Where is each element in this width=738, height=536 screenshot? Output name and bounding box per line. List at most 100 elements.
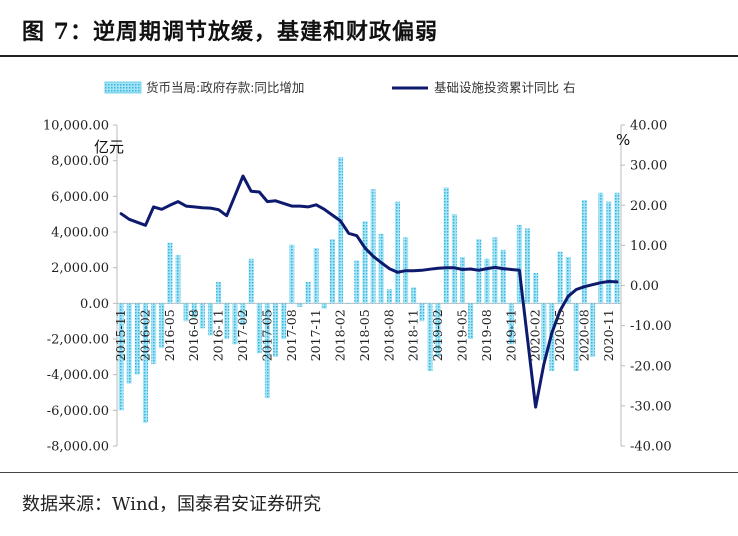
tick-labels: 10,000.00 8,000.00 6,000.00 4,000.00 2,000.0… [43,119,672,455]
bar [614,192,620,304]
x-tick-label: 2019-11 [503,309,518,361]
legend-swatch-bar [104,81,142,94]
bar [598,192,604,304]
bar [305,281,311,304]
bar [411,287,417,304]
x-tick-label: 2020-11 [601,309,616,361]
bar [557,251,563,304]
x-tick-label: 2020-08 [576,309,591,361]
bar [256,303,262,354]
x-tick-label: 2016-02 [137,309,152,361]
right-tick-label: -30.00 [630,399,672,414]
x-tick-label: 2019-02 [430,309,445,361]
x-tick-label: 2017-11 [308,309,323,361]
bar [354,260,360,304]
bar [451,214,457,304]
left-tick-label: 4,000.00 [51,226,109,241]
bar [573,303,579,372]
bar [541,303,547,361]
bar [151,303,157,364]
bar-series [118,157,620,423]
bar [435,303,441,357]
chart: 10,000.00 8,000.00 6,000.00 4,000.00 2,000.0… [43,80,672,455]
x-tick-label: 2015-11 [113,309,128,361]
bar [159,303,165,348]
bar [126,303,132,384]
left-axis-unit: 亿元 [94,138,124,156]
bar [167,242,173,304]
bar [508,303,514,345]
left-tick-label: -6,000.00 [47,404,109,419]
left-tick-label: 6,000.00 [51,190,109,205]
left-tick-label: 10,000.00 [43,119,109,134]
footer-rule [0,472,738,473]
x-tick-label: 2017-08 [284,309,299,361]
bar [199,303,205,329]
x-tick-label: 2018-08 [381,309,396,361]
right-tick-label: 0.00 [630,279,659,294]
bar [419,303,425,322]
right-axis-unit: % [616,131,630,149]
figure-title: 图 7：逆周期调节放缓，基建和财政偏弱 [22,19,438,45]
bar [492,237,498,304]
x-tick-label: 2018-11 [406,309,421,361]
bar [207,303,214,336]
x-tick-label: 2016-05 [162,309,177,361]
bar [272,303,279,357]
x-tick-label: 2020-05 [552,309,567,361]
bar [248,258,254,304]
bar [134,303,140,375]
right-tick-label: 40.00 [630,119,667,134]
bar [524,228,531,304]
bar [346,303,352,304]
title-rule [0,55,738,57]
x-tick-label: 2019-08 [479,309,494,361]
bar [362,221,368,304]
bar [321,303,327,309]
bar [224,303,230,339]
bar [394,201,400,304]
bar [459,256,466,304]
source-note: 数据来源：Wind，国泰君安证券研究 [22,494,322,515]
bar [216,281,222,304]
x-tick-label: 2017-05 [259,309,274,361]
x-tick-label: 2019-05 [454,309,469,361]
right-tick-label: 30.00 [630,159,667,174]
bar [289,244,295,304]
left-tick-label: 8,000.00 [51,154,109,169]
bar [500,249,506,304]
axes-layer [113,124,625,447]
right-tick-label: -40.00 [630,440,672,455]
bar [297,303,303,307]
x-tick-label: 2018-02 [333,309,348,361]
line-infrastructure-investment [119,174,619,409]
bar [142,303,148,423]
bar [313,248,319,304]
bar [386,289,392,304]
bar [565,256,571,304]
left-tick-label: 0.00 [80,297,109,312]
left-tick-label: -8,000.00 [47,440,109,455]
x-tick-label: 2016-08 [186,309,201,361]
bar [516,224,522,304]
bar [191,303,197,318]
right-tick-label: 20.00 [630,199,667,214]
bar [606,201,612,304]
right-tick-label: -10.00 [630,319,672,334]
bar [118,303,124,411]
left-tick-label: 2,000.00 [51,261,109,276]
bar [378,233,384,304]
bar [443,187,449,304]
legend: 货币当局:政府存款:同比增加 基础设施投资累计同比 右 [104,80,575,95]
line-series [119,174,619,409]
x-tick-label: 2018-05 [357,309,372,361]
left-tick-label: -4,000.00 [47,368,109,383]
bar [370,189,376,304]
bar [264,303,270,398]
bar [281,303,287,339]
bar [240,303,246,325]
bar [581,199,587,304]
bar [427,303,433,372]
bar [175,255,181,304]
bar [468,303,474,339]
